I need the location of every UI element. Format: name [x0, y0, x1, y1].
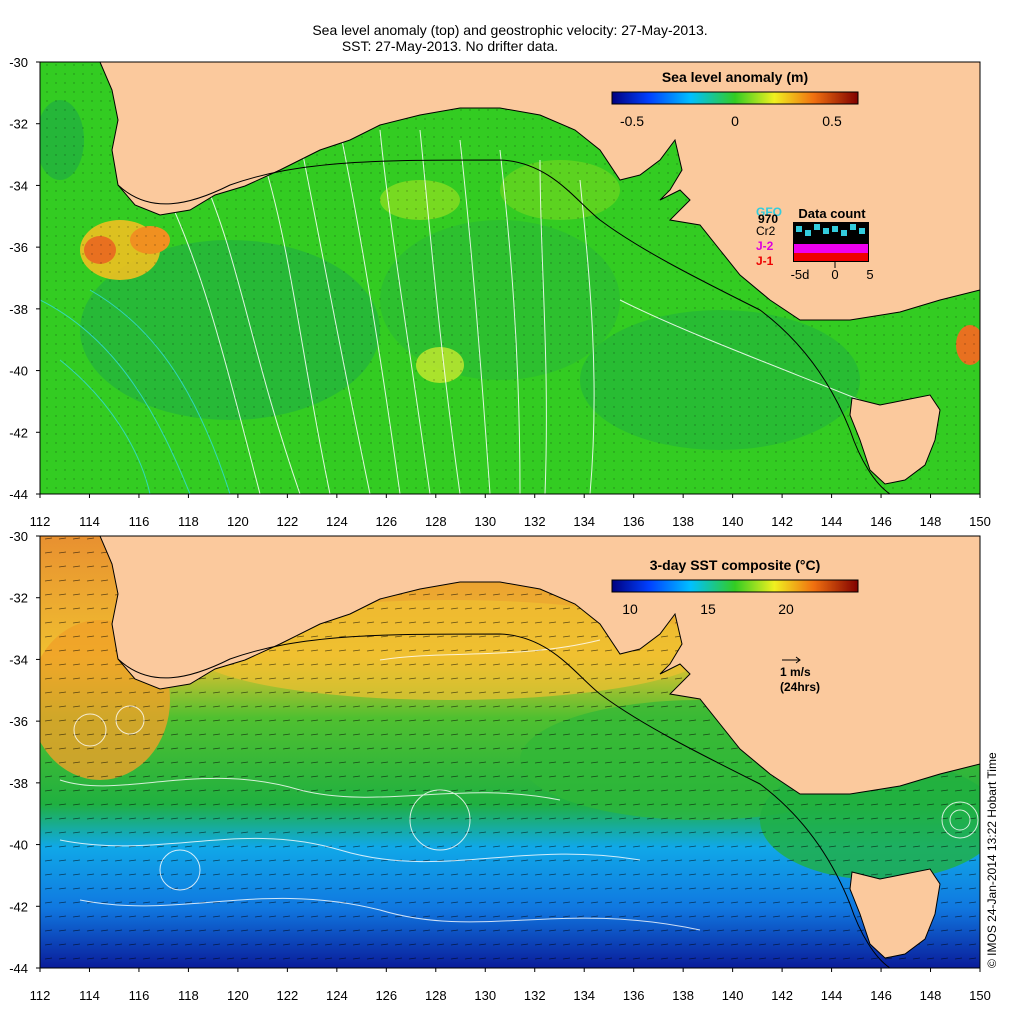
velocity-scale: 1 m/s (24hrs) — [780, 656, 820, 694]
top-lon-tick-label: 134 — [573, 514, 595, 529]
scale-period: (24hrs) — [780, 680, 820, 694]
bottom-lat-tick-label: -34 — [9, 652, 28, 667]
top-lon-tick-label: 122 — [277, 514, 299, 529]
top-lon-tick-label: 136 — [623, 514, 645, 529]
bottom-lon-tick-label: 118 — [178, 988, 199, 1003]
top-lon-tick-label: 132 — [524, 514, 546, 529]
bottom-lat-tick-label: -30 — [9, 529, 28, 544]
sla-tick-1: -0.5 — [620, 113, 644, 129]
bottom-lon-tick-label: 146 — [870, 988, 892, 1003]
data-count-axis-right: 5 — [866, 267, 873, 282]
top-lon-tick-label: 120 — [227, 514, 249, 529]
top-lon-tick-label: 112 — [30, 514, 51, 529]
bottom-lat-tick-label: -36 — [9, 714, 28, 729]
sla-tick-2: 0 — [731, 113, 739, 129]
top-lat-tick-label: -40 — [9, 364, 28, 379]
top-lon-tick-label: 138 — [672, 514, 694, 529]
title-line-1: Sea level anomaly (top) and geostrophic … — [312, 22, 708, 38]
bottom-lon-tick-label: 114 — [79, 988, 100, 1003]
bottom-lon-tick-label: 112 — [30, 988, 51, 1003]
bottom-lon-tick-label: 138 — [672, 988, 694, 1003]
data-count-axis-mid: 0 — [831, 267, 838, 282]
sat-label-cr2: Cr2 — [756, 224, 776, 238]
top-lon-tick-label: 114 — [79, 514, 100, 529]
sst-tick-2: 15 — [700, 601, 716, 617]
bottom-lon-tick-label: 142 — [771, 988, 793, 1003]
top-lon-tick-label: 124 — [326, 514, 348, 529]
sst-colorbar-label: 3-day SST composite (°C) — [650, 557, 821, 573]
data-count-inset: Data count GFO 970 Cr2 J-2 J-1 -5d 0 5 — [756, 205, 874, 282]
sst-tick-1: 10 — [622, 601, 638, 617]
bottom-lon-tick-label: 126 — [375, 988, 397, 1003]
scale-arrow-icon — [782, 656, 801, 664]
top-lon-tick-label: 130 — [474, 514, 496, 529]
bottom-lat-tick-label: -44 — [9, 961, 28, 976]
credit-line: © IMOS 24-Jan-2014 13:22 Hobart Time — [985, 752, 999, 968]
top-lon-tick-label: 126 — [375, 514, 397, 529]
top-lon-tick-label: 144 — [821, 514, 843, 529]
bottom-lon-tick-label: 134 — [573, 988, 595, 1003]
bottom-lon-tick-label: 148 — [920, 988, 942, 1003]
top-lon-tick-label: 140 — [722, 514, 744, 529]
top-lon-tick-label: 148 — [920, 514, 942, 529]
bottom-lon-tick-label: 150 — [969, 988, 991, 1003]
sla-tick-3: 0.5 — [822, 113, 842, 129]
sla-colorbar-label: Sea level anomaly (m) — [662, 69, 808, 85]
bottom-lon-tick-label: 124 — [326, 988, 348, 1003]
sst-colorbar — [611, 579, 859, 593]
sst-map — [40, 536, 980, 968]
sat-label-gfo: GFO — [756, 205, 782, 219]
sst-tick-3: 20 — [778, 601, 794, 617]
top-lat-tick-label: -32 — [9, 117, 28, 132]
bottom-lat-tick-label: -42 — [9, 899, 28, 914]
sla-colorbar — [611, 91, 859, 105]
sst-map-frame — [39, 535, 981, 969]
top-lat-tick-label: -34 — [9, 178, 28, 193]
top-lon-tick-label: 142 — [771, 514, 793, 529]
axis-layer: 112 114 116 118 120 122 124 126 128 130 132 134 136 1… — [9, 55, 991, 1003]
sla-map-frame — [39, 61, 981, 495]
sat-label-j1: J-1 — [756, 254, 774, 268]
sat-label-j2: J-2 — [756, 239, 774, 253]
bottom-lat-tick-label: -40 — [9, 838, 28, 853]
top-lat-tick-label: -36 — [9, 240, 28, 255]
bottom-lon-tick-label: 132 — [524, 988, 546, 1003]
top-lon-tick-label: 116 — [129, 514, 150, 529]
top-lat-tick-label: -30 — [9, 55, 28, 70]
bottom-lon-tick-label: 122 — [277, 988, 299, 1003]
top-lon-tick-label: 150 — [969, 514, 991, 529]
scale-speed: 1 m/s — [780, 665, 811, 679]
bottom-lon-tick-label: 130 — [474, 988, 496, 1003]
bottom-lon-tick-label: 144 — [821, 988, 843, 1003]
top-lat-tick-label: -38 — [9, 302, 28, 317]
bottom-lon-tick-label: 128 — [425, 988, 447, 1003]
sla-map — [40, 62, 980, 494]
data-count-title: Data count — [798, 206, 866, 221]
bottom-lon-tick-label: 136 — [623, 988, 645, 1003]
bottom-lat-tick-label: -32 — [9, 591, 28, 606]
bottom-lon-tick-label: 140 — [722, 988, 744, 1003]
bottom-lat-tick-label: -38 — [9, 776, 28, 791]
top-lat-tick-label: -42 — [9, 425, 28, 440]
bottom-lon-tick-label: 116 — [129, 988, 150, 1003]
top-lon-tick-label: 146 — [870, 514, 892, 529]
top-lat-tick-label: -44 — [9, 487, 28, 502]
title-line-2: SST: 27-May-2013. No drifter data. — [341, 38, 559, 54]
top-lon-tick-label: 128 — [425, 514, 447, 529]
data-count-axis-left: -5d — [791, 267, 810, 282]
sat-label-970: 970 — [758, 212, 778, 226]
top-lon-tick-label: 118 — [178, 514, 199, 529]
bottom-lon-tick-label: 120 — [227, 988, 249, 1003]
